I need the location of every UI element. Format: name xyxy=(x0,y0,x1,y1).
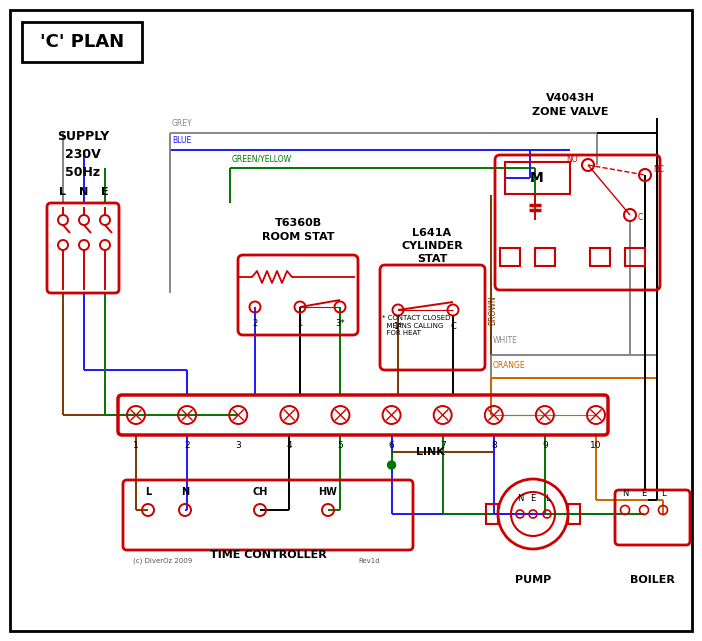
Text: M: M xyxy=(530,171,544,185)
Text: L: L xyxy=(661,489,665,498)
Text: L: L xyxy=(145,487,151,497)
Text: * CONTACT CLOSED
  MEANS CALLING
  FOR HEAT: * CONTACT CLOSED MEANS CALLING FOR HEAT xyxy=(382,315,451,336)
Text: 'C' PLAN: 'C' PLAN xyxy=(40,33,124,51)
Circle shape xyxy=(388,461,395,469)
Bar xyxy=(625,248,645,266)
Text: CH: CH xyxy=(252,487,267,497)
Text: L: L xyxy=(545,494,549,503)
Bar xyxy=(568,504,580,524)
Text: LINK: LINK xyxy=(416,447,444,457)
Text: L: L xyxy=(60,187,67,197)
Text: 2: 2 xyxy=(253,319,258,328)
Bar xyxy=(505,162,570,194)
Text: ORANGE: ORANGE xyxy=(493,361,526,370)
Bar xyxy=(535,248,555,266)
Text: WHITE: WHITE xyxy=(493,336,518,345)
Text: TIME CONTROLLER: TIME CONTROLLER xyxy=(210,550,326,560)
Bar xyxy=(500,248,520,266)
Text: 10: 10 xyxy=(590,441,602,450)
Text: HW: HW xyxy=(319,487,338,497)
Text: N: N xyxy=(181,487,189,497)
Text: L641A
CYLINDER
STAT: L641A CYLINDER STAT xyxy=(401,228,463,264)
Text: 6: 6 xyxy=(389,441,395,450)
Text: NO: NO xyxy=(567,155,578,164)
Text: E: E xyxy=(531,494,536,503)
Text: GREEN/YELLOW: GREEN/YELLOW xyxy=(232,154,292,163)
Text: BROWN: BROWN xyxy=(488,296,497,325)
Text: 9: 9 xyxy=(542,441,548,450)
Text: 1: 1 xyxy=(298,319,303,328)
Bar xyxy=(486,504,498,524)
Text: PUMP: PUMP xyxy=(515,575,551,585)
Text: 7: 7 xyxy=(439,441,446,450)
Text: C: C xyxy=(450,322,456,331)
Text: 1: 1 xyxy=(133,441,139,450)
Text: N: N xyxy=(79,187,88,197)
Text: N: N xyxy=(517,494,523,503)
Text: N: N xyxy=(622,489,628,498)
Text: 3: 3 xyxy=(235,441,241,450)
Text: NC: NC xyxy=(653,165,664,174)
Text: GREY: GREY xyxy=(172,119,192,128)
Text: 1*: 1* xyxy=(393,322,403,331)
Text: T6360B
ROOM STAT: T6360B ROOM STAT xyxy=(262,219,334,242)
Text: 2: 2 xyxy=(185,441,190,450)
Text: C: C xyxy=(638,213,643,222)
Text: SUPPLY
230V
50Hz: SUPPLY 230V 50Hz xyxy=(57,131,109,179)
Text: 8: 8 xyxy=(491,441,496,450)
Bar xyxy=(590,248,610,266)
Text: 5: 5 xyxy=(338,441,343,450)
Text: 3*: 3* xyxy=(335,319,345,328)
Text: V4043H
ZONE VALVE: V4043H ZONE VALVE xyxy=(531,94,608,117)
Bar xyxy=(22,22,142,62)
Text: E: E xyxy=(642,489,647,498)
Text: E: E xyxy=(101,187,109,197)
Text: BLUE: BLUE xyxy=(172,136,191,145)
Text: (c) DiverOz 2009: (c) DiverOz 2009 xyxy=(133,558,192,565)
Text: Rev1d: Rev1d xyxy=(358,558,380,564)
Text: BOILER: BOILER xyxy=(630,575,675,585)
Text: 4: 4 xyxy=(286,441,292,450)
